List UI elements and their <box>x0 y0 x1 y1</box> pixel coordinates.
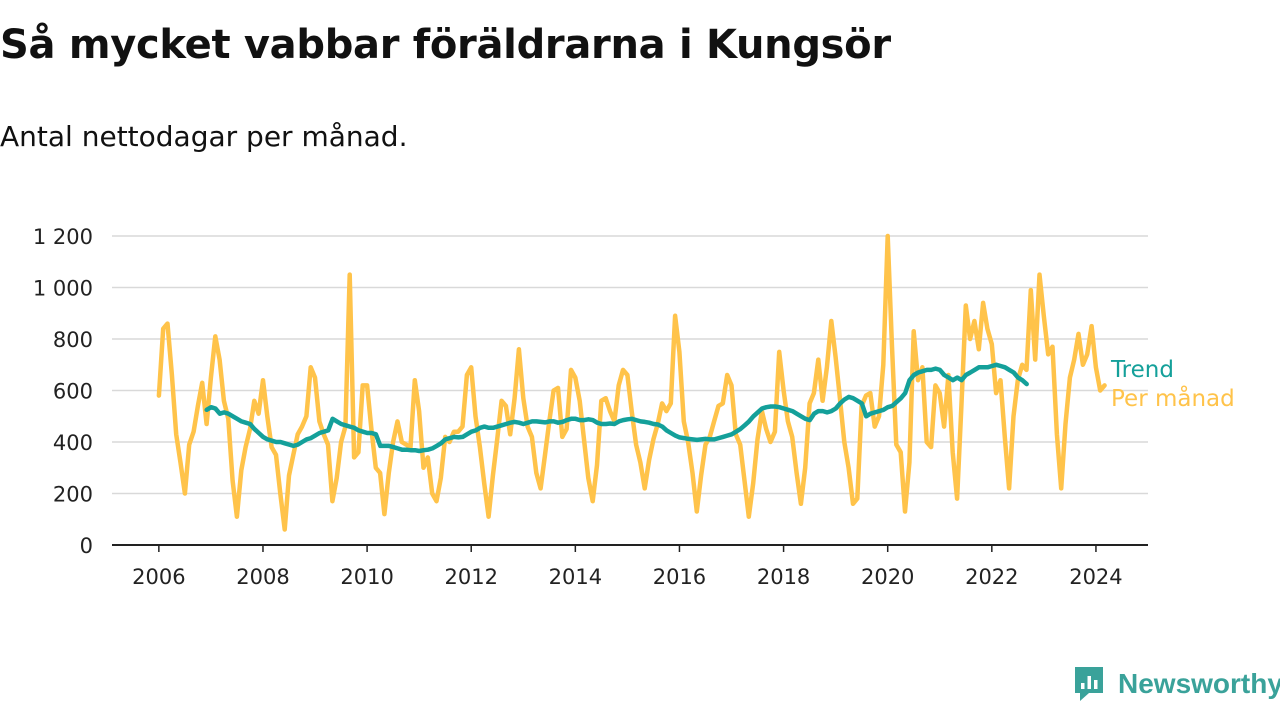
x-tick-label: 2008 <box>236 565 289 589</box>
brand-name: Newsworthy <box>1118 668 1280 699</box>
series-line-per-m-nad <box>156 233 1107 532</box>
y-tick-label: 200 <box>53 483 93 507</box>
x-tick-label: 2024 <box>1069 565 1122 589</box>
x-tick-label: 2006 <box>132 565 185 589</box>
newsworthy-logo-icon <box>1075 667 1103 701</box>
x-tick-label: 2022 <box>965 565 1018 589</box>
y-tick-label: 1 000 <box>33 277 93 301</box>
series-label-trend: Trend <box>1110 357 1174 383</box>
y-tick-label: 400 <box>53 431 93 455</box>
y-tick-label: 0 <box>80 534 93 558</box>
x-tick-label: 2018 <box>757 565 810 589</box>
series-label-per-manad: Per månad <box>1111 384 1235 412</box>
x-tick-label: 2020 <box>861 565 914 589</box>
brand: Newsworthy <box>1072 664 1280 704</box>
x-tick-label: 2014 <box>549 565 602 589</box>
chart-subtitle: Antal nettodagar per månad. <box>0 120 408 153</box>
x-tick-label: 2016 <box>653 565 706 589</box>
series-line-trend <box>204 362 1029 454</box>
chart-title: Så mycket vabbar föräldrarna i Kungsör <box>0 22 891 68</box>
y-tick-label: 1 200 <box>33 225 93 249</box>
y-tick-label: 800 <box>53 328 93 352</box>
x-tick-label: 2012 <box>444 565 497 589</box>
y-tick-label: 600 <box>53 380 93 404</box>
x-tick-label: 2010 <box>340 565 393 589</box>
